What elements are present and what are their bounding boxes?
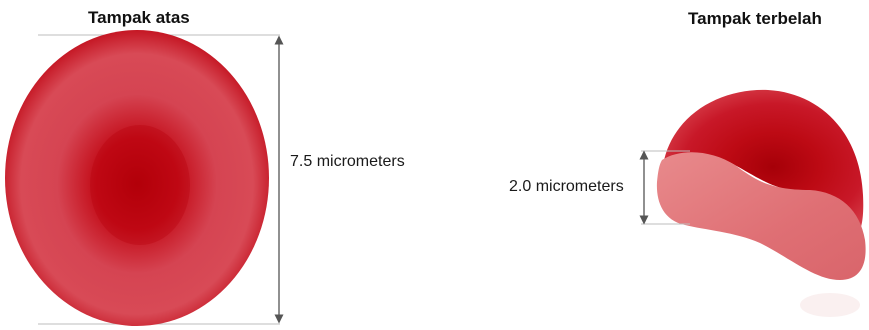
cell-cross-section-cut-face [656,152,866,280]
cell-top-view [5,30,269,326]
cross-section-title: Tampak terbelah [688,9,822,28]
thickness-measurement-label: 2.0 micrometers [509,178,624,195]
width-measurement-label: 7.5 micrometers [290,153,405,170]
cell-top-view-center-dimple [90,125,190,245]
top-view-title: Tampak atas [88,8,190,27]
cut-face-shadow [800,293,860,317]
